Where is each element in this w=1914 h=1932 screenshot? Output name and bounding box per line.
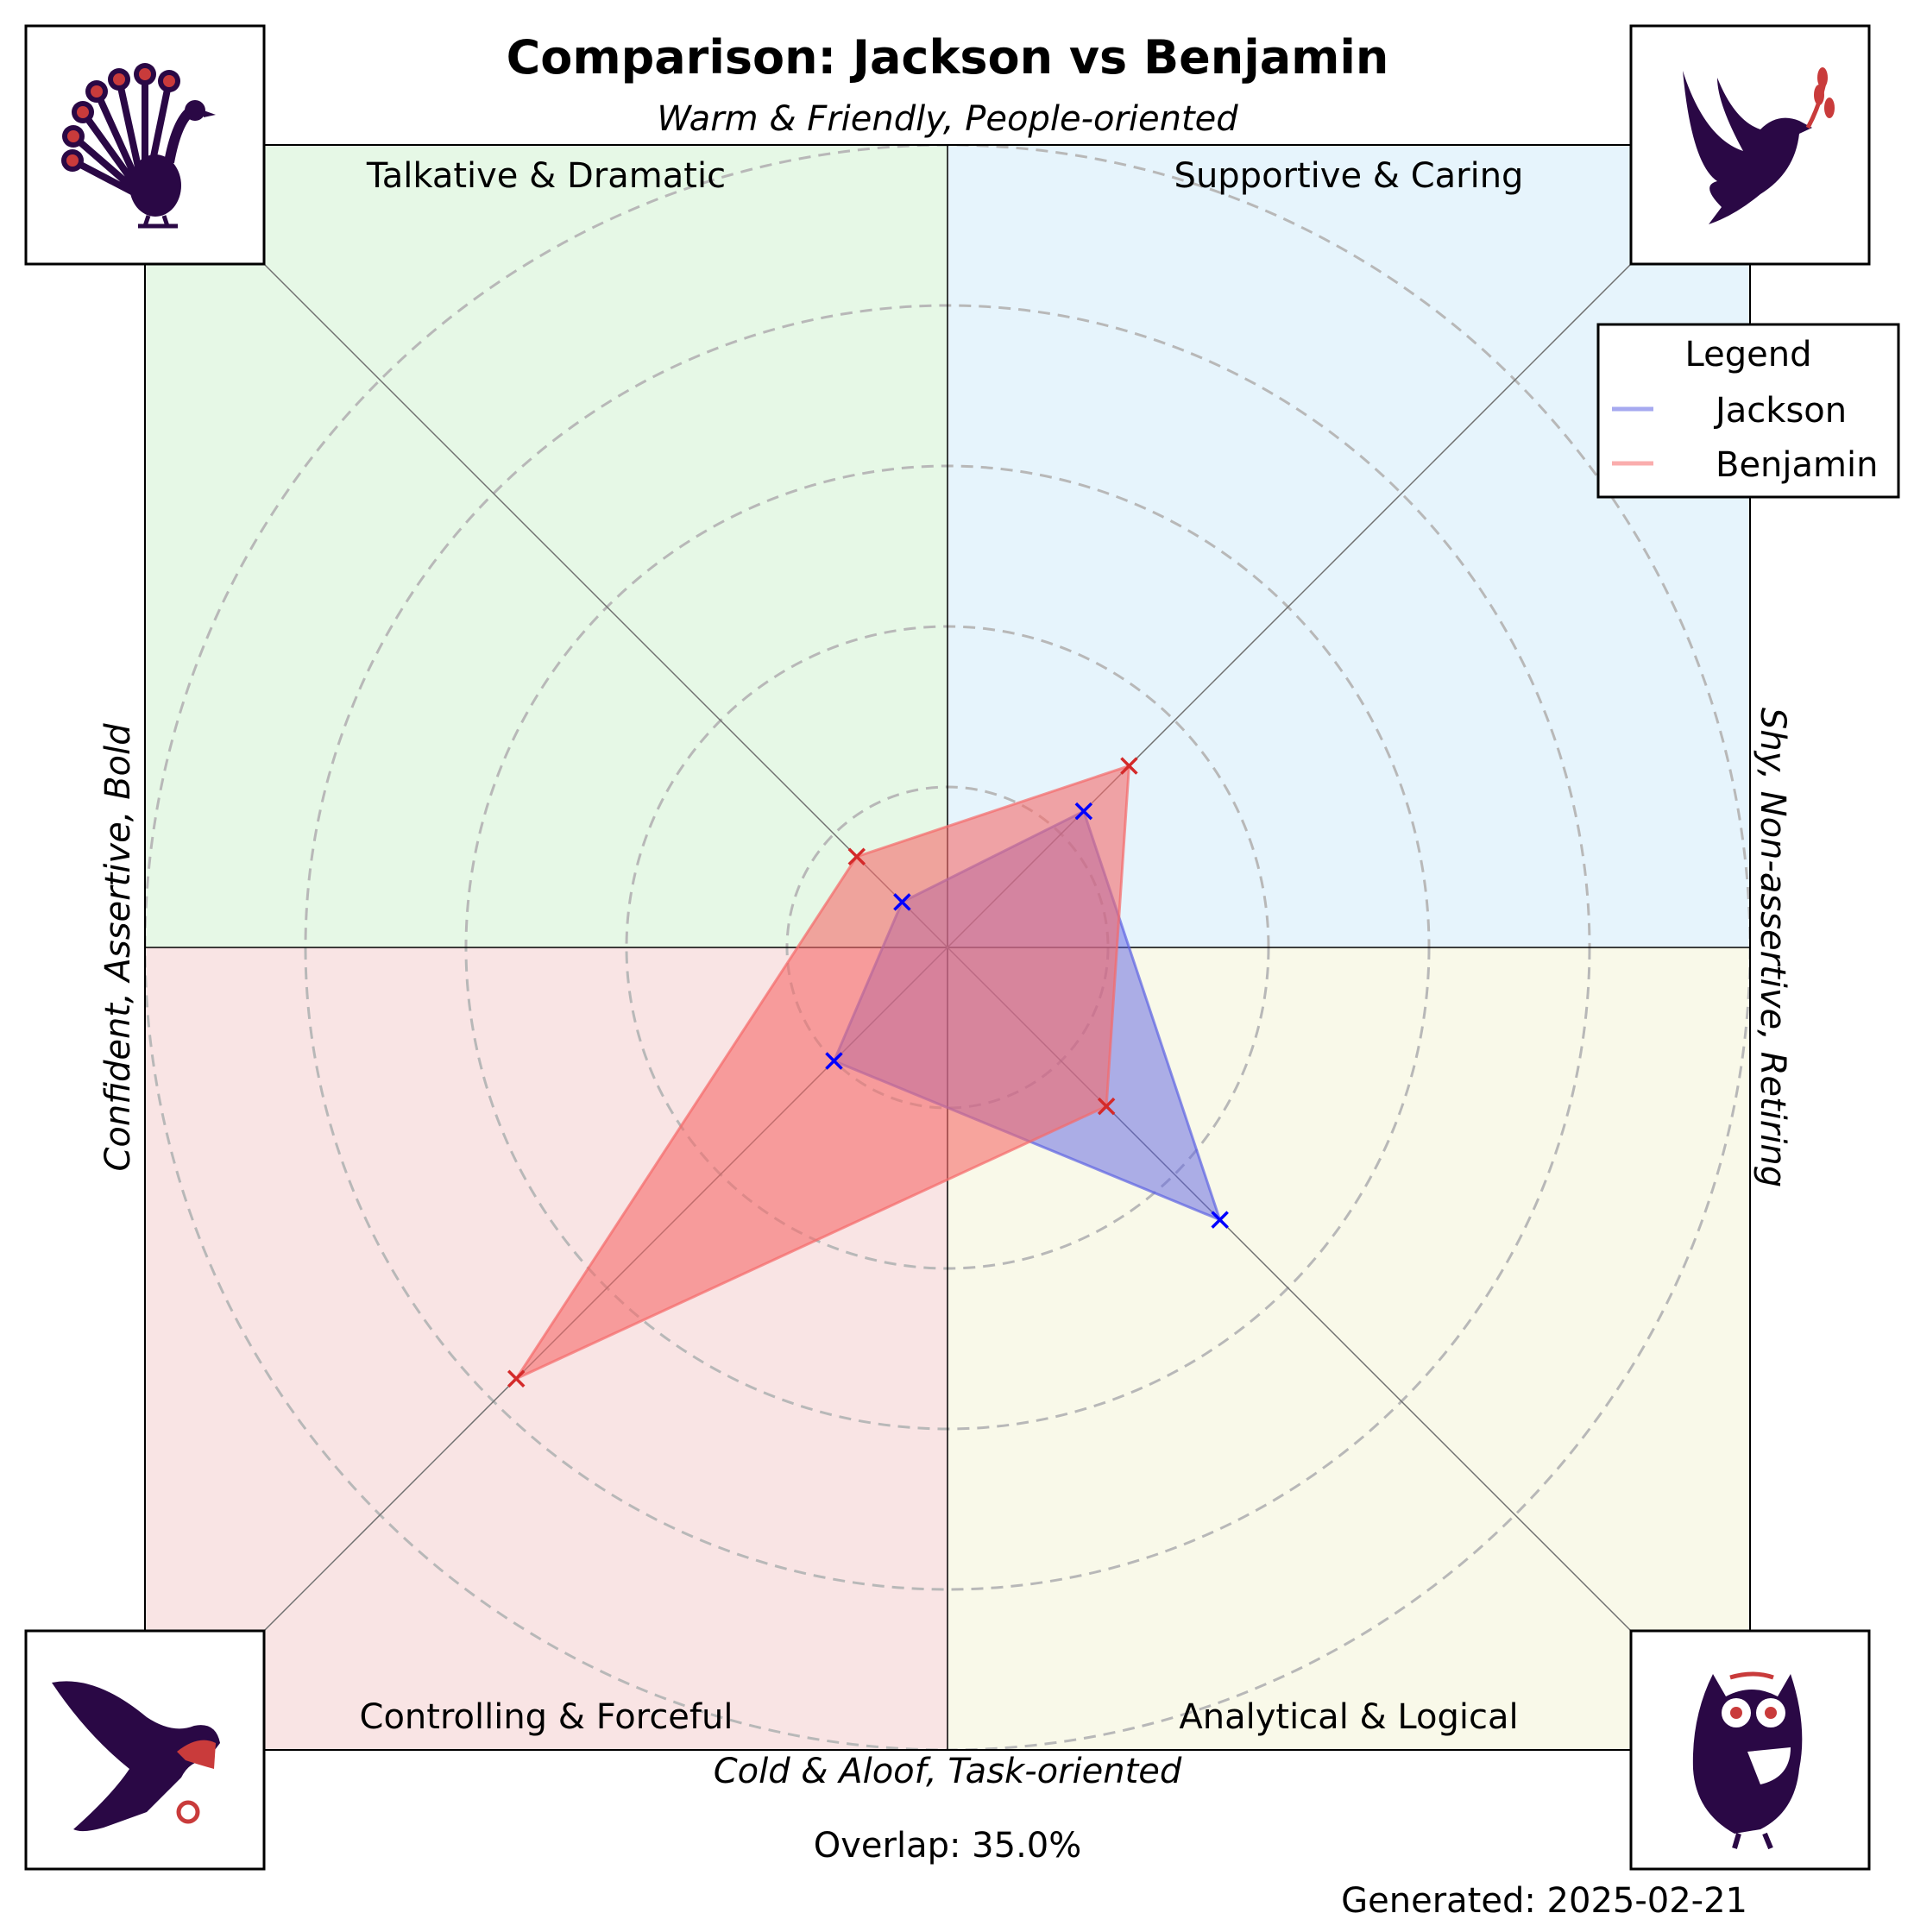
- quadrant-label-talkative: Talkative & Dramatic: [366, 156, 726, 196]
- dove-icon-box: [1629, 24, 1871, 266]
- right-axis-label: Shy, Non-assertive, Retiring: [1753, 708, 1792, 1187]
- series-layer: [507, 757, 1229, 1388]
- eagle-icon: [52, 1681, 220, 1832]
- owl-icon: [1692, 1671, 1803, 1850]
- bottom-axis-label: Cold & Aloof, Task-oriented: [714, 1752, 1182, 1791]
- quadrant-label-supportive: Supportive & Caring: [1174, 156, 1524, 196]
- eagle-icon-box: [24, 1629, 266, 1871]
- marker-jackson-2: [893, 893, 911, 911]
- owl-icon-box: [1629, 1629, 1871, 1871]
- marker-benjamin-1: [1120, 757, 1138, 775]
- top-axis-label: Warm & Friendly, People-oriented: [657, 99, 1238, 139]
- marker-benjamin-3: [507, 1369, 526, 1388]
- marker-benjamin-4: [1097, 1097, 1116, 1116]
- marker-jackson-1: [1074, 802, 1093, 821]
- chart-title: Comparison: Jackson vs Benjamin: [507, 30, 1389, 85]
- dove-icon: [1683, 67, 1835, 224]
- legend-title: Legend: [1685, 335, 1812, 374]
- marker-jackson-4: [1211, 1211, 1229, 1229]
- marker-benjamin-2: [847, 847, 866, 866]
- overlap-annotation: Overlap: 35.0%: [814, 1826, 1082, 1866]
- generated-date: Generated: 2025-02-21: [1341, 1881, 1747, 1921]
- legend-label-benjamin: Benjamin: [1716, 445, 1878, 485]
- quadrant-label-analytical: Analytical & Logical: [1179, 1697, 1518, 1737]
- peacock-icon: [61, 63, 216, 229]
- quadrant-label-controlling: Controlling & Forceful: [360, 1697, 733, 1737]
- legend-label-jackson: Jackson: [1713, 391, 1847, 431]
- marker-jackson-3: [825, 1052, 843, 1070]
- legend: Legend Jackson Benjamin: [1596, 323, 1900, 499]
- peacock-icon-box: [24, 24, 266, 266]
- left-axis-label: Confident, Assertive, Bold: [98, 723, 138, 1172]
